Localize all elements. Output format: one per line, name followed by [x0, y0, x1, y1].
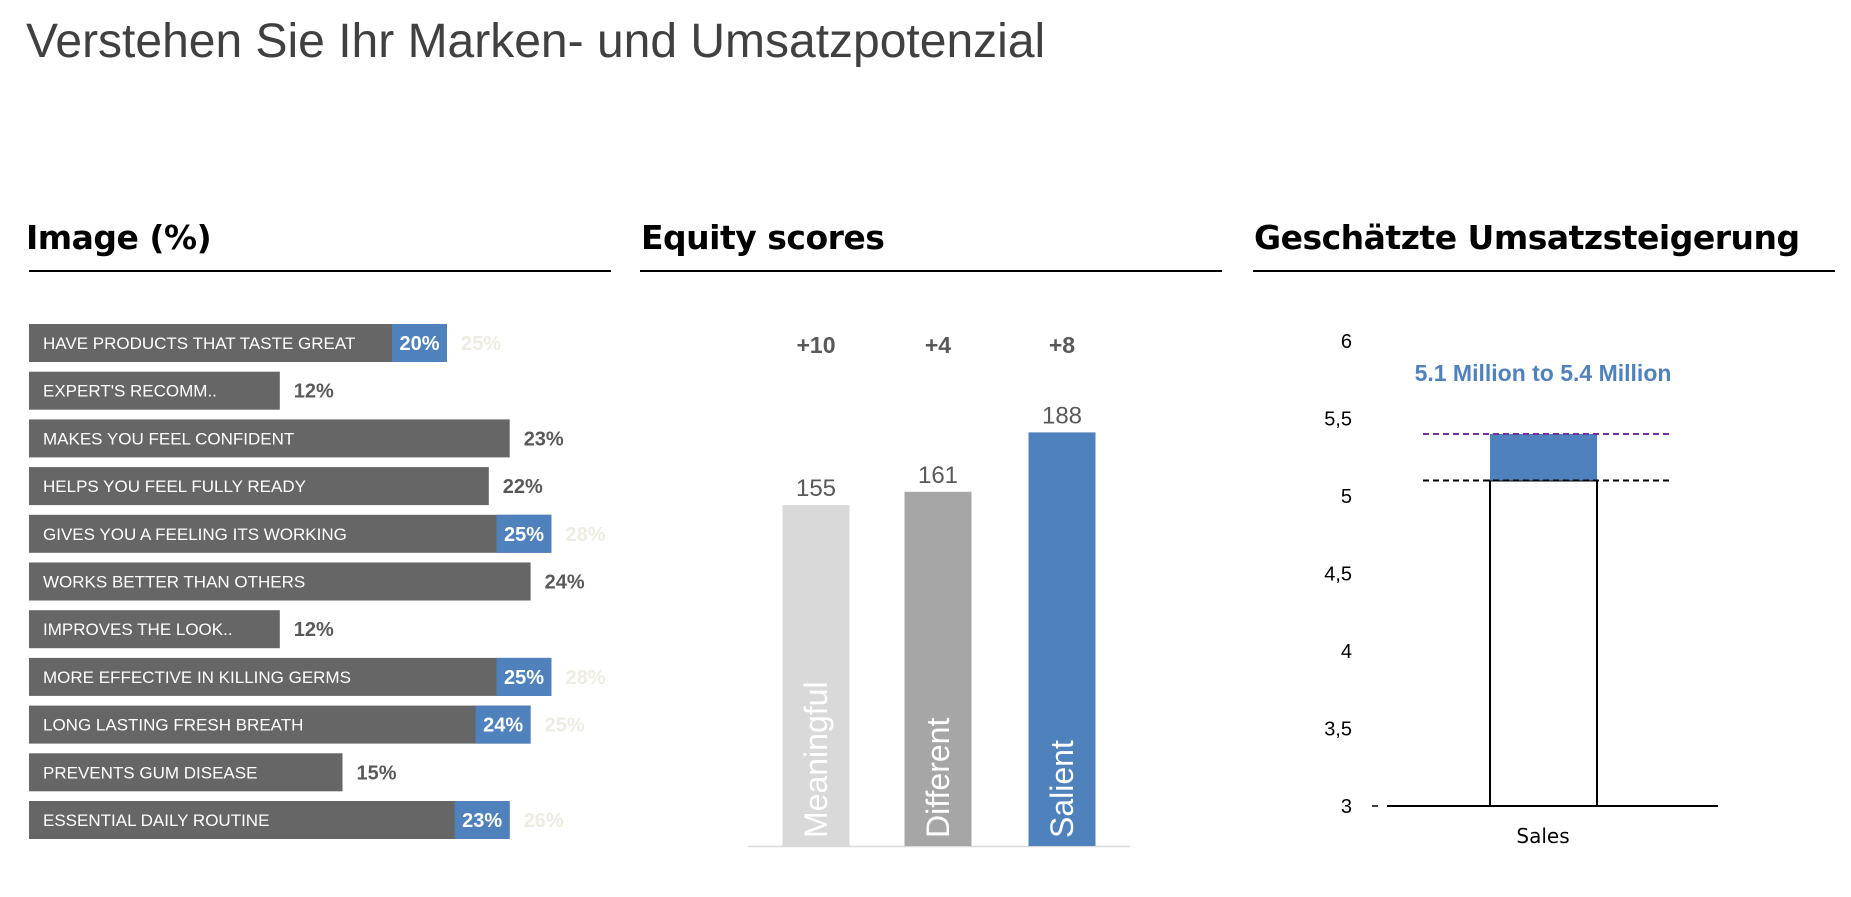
image-bar-label: MORE EFFECTIVE IN KILLING GERMS — [43, 668, 351, 687]
image-bar-label: HAVE PRODUCTS THAT TASTE GREAT — [43, 334, 355, 353]
equity-delta-label: +4 — [925, 332, 951, 358]
image-bar — [29, 514, 552, 553]
image-bar — [29, 753, 343, 792]
image-bar — [29, 371, 280, 410]
equity-bar — [782, 505, 850, 846]
image-bar-value: 20% — [399, 333, 439, 355]
sales-ytick-label: 5,5 — [1324, 409, 1352, 431]
sales-ytick-label: 3 — [1341, 796, 1352, 818]
image-bar-value: 15% — [357, 762, 397, 784]
image-bar-potential: 25% — [461, 333, 501, 355]
image-bar-value: 24% — [545, 572, 585, 594]
sales-ytick-label: 6 — [1341, 331, 1352, 353]
image-bar-potential: 25% — [545, 715, 585, 737]
image-bar — [29, 324, 447, 362]
image-panel-title: Image (%) — [26, 218, 212, 257]
sales-range-bar — [1490, 434, 1597, 481]
equity-category-label: Different — [920, 718, 956, 838]
image-bar-value: 12% — [294, 619, 334, 641]
image-bar-value: 12% — [294, 381, 334, 403]
image-bar-value: 25% — [504, 667, 544, 689]
image-bar — [29, 419, 510, 458]
equity-bar — [904, 491, 972, 846]
image-title-rule — [29, 270, 611, 272]
equity-title-rule — [640, 270, 1222, 272]
sales-range-annotation: 5.1 Million to 5.4 Million — [1415, 360, 1672, 386]
equity-value-label: 155 — [796, 475, 836, 502]
equity-value-label: 161 — [918, 462, 958, 489]
image-bar — [29, 610, 280, 649]
image-bar-highlight — [392, 324, 447, 362]
image-bar-value: 24% — [483, 715, 523, 737]
image-bar-highlight — [475, 705, 531, 744]
equity-bar — [1028, 432, 1096, 846]
sales-ytick-label: 4,5 — [1324, 564, 1352, 586]
image-bar-label: WORKS BETTER THAN OTHERS — [43, 573, 305, 592]
equity-category-label: Meaningful — [798, 681, 834, 838]
image-bar-label: EXPERT'S RECOMM.. — [43, 382, 217, 401]
image-bar-potential: 28% — [566, 667, 606, 689]
image-bar-highlight — [454, 801, 510, 839]
image-bar-label: MAKES YOU FEEL CONFIDENT — [43, 429, 294, 448]
sales-ytick-label: 5 — [1341, 486, 1352, 508]
image-bar-highlight — [496, 514, 552, 553]
image-bar — [29, 801, 510, 839]
sales-ytick-label: 3,5 — [1324, 719, 1352, 741]
sales-title-rule — [1253, 270, 1835, 272]
sales-panel-title: Geschätzte Umsatzsteigerung — [1254, 218, 1800, 257]
image-bar-potential: 26% — [524, 810, 564, 832]
image-bar-label: IMPROVES THE LOOK.. — [43, 620, 233, 639]
image-bar-label: ESSENTIAL DAILY ROUTINE — [43, 811, 269, 830]
image-bar-label: LONG LASTING FRESH BREATH — [43, 716, 303, 735]
sales-category-label: Sales — [1516, 824, 1569, 848]
image-bar — [29, 562, 531, 601]
page-title: Verstehen Sie Ihr Marken- und Umsatzpote… — [26, 15, 1046, 68]
image-bar-value: 23% — [524, 428, 564, 450]
equity-panel-title: Equity scores — [641, 218, 885, 257]
equity-delta-label: +10 — [796, 332, 835, 358]
image-bar — [29, 657, 552, 696]
image-bar-highlight — [496, 657, 552, 696]
equity-delta-label: +8 — [1049, 332, 1075, 358]
image-bar-value: 25% — [504, 524, 544, 546]
image-bar — [29, 467, 489, 506]
image-bar — [29, 705, 531, 744]
sales-ytick-label: 4 — [1341, 641, 1352, 663]
image-bar-label: HELPS YOU FEEL FULLY READY — [43, 477, 306, 496]
equity-category-label: Salient — [1044, 740, 1080, 838]
equity-value-label: 188 — [1042, 402, 1082, 429]
image-bar-label: GIVES YOU A FEELING ITS WORKING — [43, 525, 347, 544]
sales-base-bar — [1489, 479, 1598, 807]
image-bar-value: 23% — [462, 810, 502, 832]
image-bar-value: 22% — [503, 476, 543, 498]
image-bar-label: PREVENTS GUM DISEASE — [43, 763, 257, 782]
image-bar-potential: 28% — [566, 524, 606, 546]
